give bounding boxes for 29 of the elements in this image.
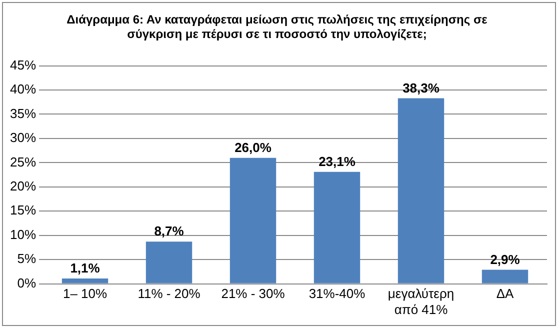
y-tick-label: 0% — [17, 275, 36, 290]
data-label: 26,0% — [234, 140, 272, 155]
x-tick-label: 31%-40% — [308, 286, 366, 302]
y-tick-label: 40% — [10, 82, 36, 97]
x-tick-label: ΔΑ — [496, 286, 514, 302]
x-tick-label: μεγαλύτερη από 41% — [388, 286, 454, 317]
y-tick-label: 5% — [17, 251, 36, 266]
y-tick-label: 45% — [10, 57, 36, 72]
x-tick-label: 1– 10% — [62, 286, 108, 302]
y-tick-label: 15% — [10, 202, 36, 218]
data-label: 2,9% — [490, 252, 520, 267]
y-tick-label: 30% — [10, 130, 36, 146]
chart-title: Διάγραμμα 6: Αν καταγράφεται μείωση στις πωλήσεις της επιχείρησης σε σύγκριση με πέρυσι σε τι ποσοστό την υπολογίζετε; — [66, 12, 488, 41]
bar — [62, 278, 108, 284]
x-tick-label: 21% - 30% — [221, 286, 286, 302]
bar — [398, 98, 444, 284]
bar — [314, 172, 360, 284]
data-label: 1,1% — [70, 260, 100, 276]
data-label: 38,3% — [402, 80, 440, 96]
bar — [230, 158, 276, 284]
bar — [482, 270, 528, 284]
x-tick-label: 11% - 20% — [138, 286, 201, 302]
y-tick-label: 10% — [10, 226, 36, 242]
y-tick-label: 35% — [10, 106, 36, 121]
y-tick-label: 20% — [10, 178, 36, 194]
y-tick-label: 25% — [10, 154, 36, 170]
data-label: 23,1% — [318, 154, 356, 169]
data-label: 8,7% — [154, 224, 184, 239]
bar — [146, 242, 192, 284]
